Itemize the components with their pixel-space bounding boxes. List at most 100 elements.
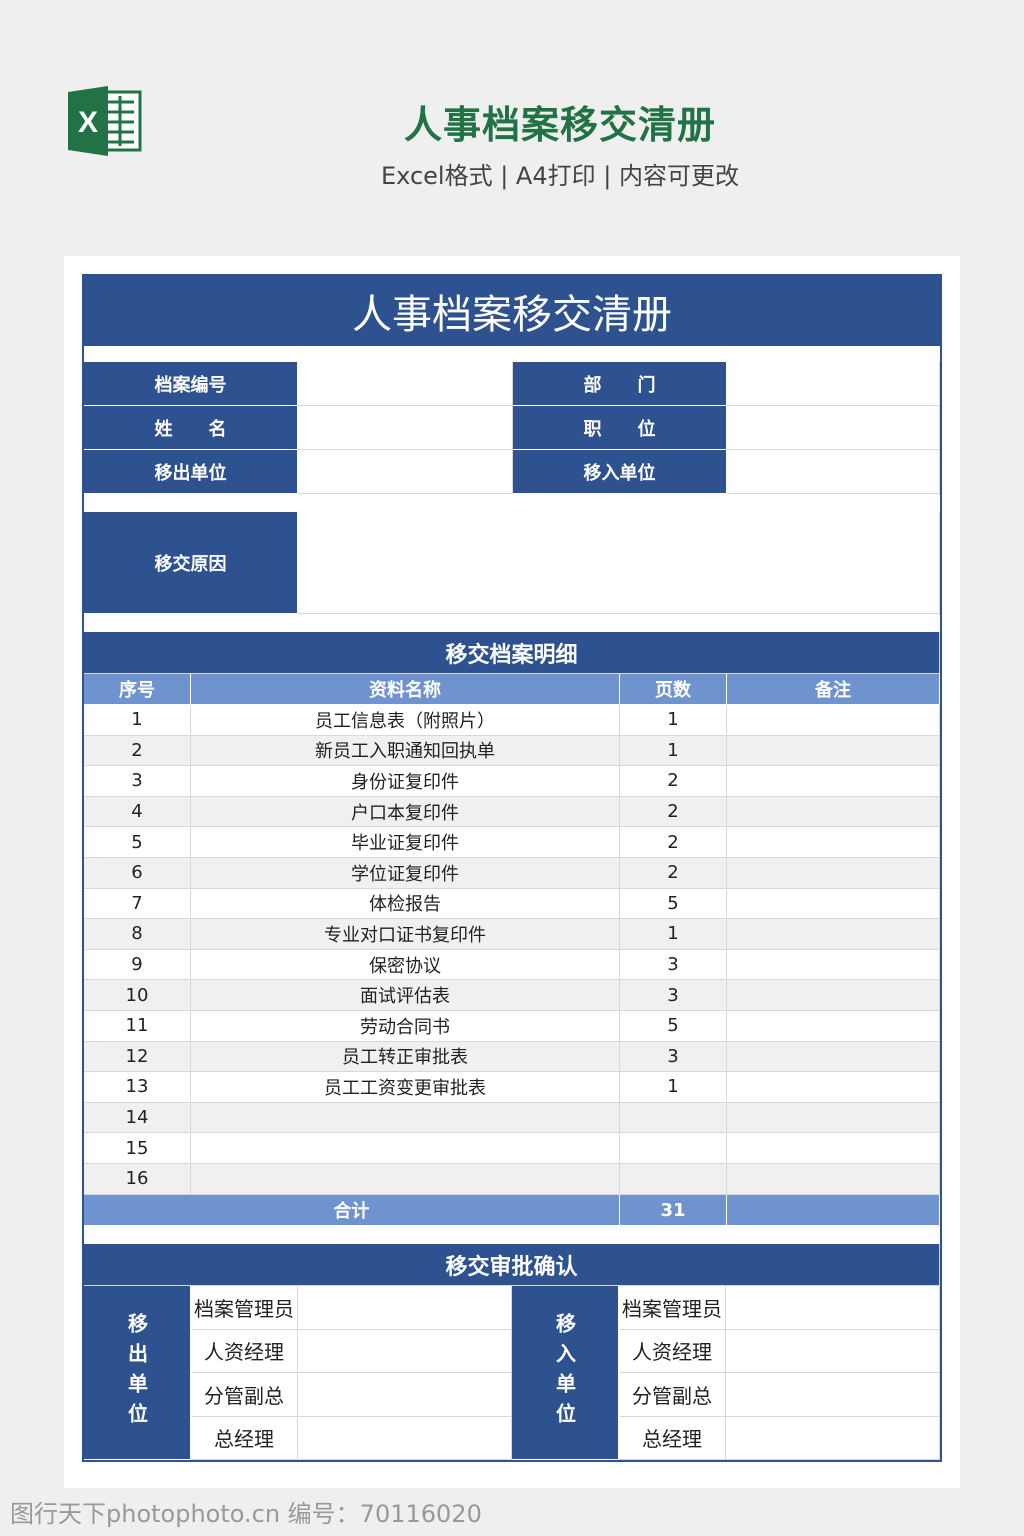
table-cell[interactable]	[727, 705, 940, 736]
spreadsheet: 人事档案移交清册 档案编号部 门姓 名职 位移出单位 移入单位 移交原因 移交档案明细…	[82, 274, 942, 1462]
table-cell[interactable]: 12	[84, 1041, 191, 1073]
info-label: 职 位	[513, 406, 727, 450]
table-cell[interactable]: 1	[620, 735, 727, 767]
table-cell[interactable]: 面试评估表	[191, 980, 620, 1011]
table-cell[interactable]	[727, 796, 940, 828]
info-value-cell[interactable]	[727, 406, 940, 450]
table-cell[interactable]	[727, 1133, 940, 1164]
detail-section-title: 移交档案明细	[84, 632, 940, 674]
approval-section-title: 移交审批确认	[84, 1244, 940, 1286]
table-cell[interactable]: 1	[620, 1072, 727, 1103]
signature-cell[interactable]	[726, 1416, 940, 1460]
column-header: 备注	[727, 674, 940, 705]
table-cell[interactable]: 14	[84, 1102, 191, 1134]
table-cell[interactable]	[727, 766, 940, 797]
table-cell[interactable]: 3	[84, 766, 191, 797]
table-cell[interactable]: 2	[620, 766, 727, 797]
role-label: 人资经理	[619, 1329, 726, 1373]
table-row: 7 体检报告 5	[84, 888, 940, 920]
table-cell[interactable]	[727, 1072, 940, 1103]
table-cell[interactable]: 15	[84, 1133, 191, 1164]
sheet-row: 移交档案明细	[84, 632, 940, 674]
table-cell[interactable]: 16	[84, 1164, 191, 1195]
table-cell[interactable]	[620, 1133, 727, 1164]
table-cell[interactable]	[727, 735, 940, 767]
signature-cell[interactable]	[298, 1329, 512, 1373]
info-value-cell[interactable]	[727, 362, 940, 406]
table-cell[interactable]: 学位证复印件	[191, 858, 620, 889]
table-cell[interactable]: 2	[620, 796, 727, 828]
table-cell[interactable]: 8	[84, 919, 191, 950]
signature-cell[interactable]	[726, 1373, 940, 1417]
table-cell[interactable]: 身份证复印件	[191, 766, 620, 797]
table-cell[interactable]	[191, 1164, 620, 1195]
table-cell[interactable]	[620, 1102, 727, 1134]
table-cell[interactable]: 9	[84, 949, 191, 981]
table-cell[interactable]: 2	[620, 827, 727, 858]
table-cell[interactable]	[727, 827, 940, 858]
table-cell[interactable]: 员工信息表（附照片）	[191, 705, 620, 736]
table-row: 2 新员工入职通知回执单 1	[84, 735, 940, 767]
role-label: 总经理	[191, 1416, 298, 1460]
table-row: 12 员工转正审批表 3	[84, 1041, 940, 1073]
signature-cell[interactable]	[298, 1373, 512, 1417]
table-cell[interactable]: 1	[620, 919, 727, 950]
table-cell[interactable]: 4	[84, 796, 191, 828]
table-cell[interactable]: 5	[620, 1011, 727, 1042]
table-cell[interactable]	[727, 949, 940, 981]
info-value-cell[interactable]	[727, 450, 940, 494]
table-cell[interactable]: 劳动合同书	[191, 1011, 620, 1042]
unit-label: 移入单位	[512, 1286, 619, 1460]
table-cell[interactable]: 6	[84, 858, 191, 889]
table-row: 13 员工工资变更审批表 1	[84, 1072, 940, 1103]
table-cell[interactable]: 3	[620, 949, 727, 981]
total-label: 合计	[84, 1195, 620, 1226]
table-cell[interactable]	[620, 1164, 727, 1195]
table-cell[interactable]: 1	[84, 705, 191, 736]
table-cell[interactable]: 新员工入职通知回执单	[191, 735, 620, 767]
table-cell[interactable]: 5	[84, 827, 191, 858]
page-subtitle: Excel格式 | A4打印 | 内容可更改	[381, 162, 739, 190]
table-cell[interactable]: 1	[620, 705, 727, 736]
table-cell[interactable]: 毕业证复印件	[191, 827, 620, 858]
table-cell[interactable]	[727, 1102, 940, 1134]
info-value-cell[interactable]	[298, 362, 513, 406]
table-row: 11 劳动合同书 5	[84, 1011, 940, 1042]
table-cell[interactable]	[191, 1102, 620, 1134]
table-cell[interactable]: 13	[84, 1072, 191, 1103]
reason-value-cell[interactable]	[298, 512, 940, 614]
table-cell[interactable]: 7	[84, 888, 191, 920]
table-cell[interactable]: 5	[620, 888, 727, 920]
table-cell[interactable]: 10	[84, 980, 191, 1011]
signature-cell[interactable]	[726, 1329, 940, 1373]
table-cell[interactable]: 户口本复印件	[191, 796, 620, 828]
table-cell[interactable]	[727, 888, 940, 920]
table-cell[interactable]: 员工转正审批表	[191, 1041, 620, 1073]
signature-cell[interactable]	[298, 1416, 512, 1460]
info-label: 移入单位	[513, 450, 727, 494]
table-cell[interactable]: 3	[620, 1041, 727, 1073]
info-value-cell[interactable]	[298, 450, 513, 494]
table-cell[interactable]	[191, 1133, 620, 1164]
table-cell[interactable]: 2	[84, 735, 191, 767]
table-cell[interactable]	[727, 858, 940, 889]
table-cell[interactable]: 专业对口证书复印件	[191, 919, 620, 950]
table-cell[interactable]	[727, 1041, 940, 1073]
table-cell[interactable]: 体检报告	[191, 888, 620, 920]
table-cell[interactable]: 2	[620, 858, 727, 889]
sheet-row: 移出单位 移入单位	[84, 450, 940, 494]
table-cell[interactable]: 3	[620, 980, 727, 1011]
table-row: 1 员工信息表（附照片） 1	[84, 705, 940, 736]
table-cell[interactable]: 11	[84, 1011, 191, 1042]
table-cell[interactable]	[727, 1011, 940, 1042]
table-cell[interactable]	[727, 980, 940, 1011]
signature-cell[interactable]	[726, 1286, 940, 1330]
table-cell[interactable]	[727, 1164, 940, 1195]
signature-cell[interactable]	[298, 1286, 512, 1330]
table-cell[interactable]	[727, 919, 940, 950]
column-header: 页数	[620, 674, 727, 705]
table-cell[interactable]: 保密协议	[191, 949, 620, 981]
info-label: 档案编号	[84, 362, 298, 406]
table-cell[interactable]: 员工工资变更审批表	[191, 1072, 620, 1103]
info-value-cell[interactable]	[298, 406, 513, 450]
